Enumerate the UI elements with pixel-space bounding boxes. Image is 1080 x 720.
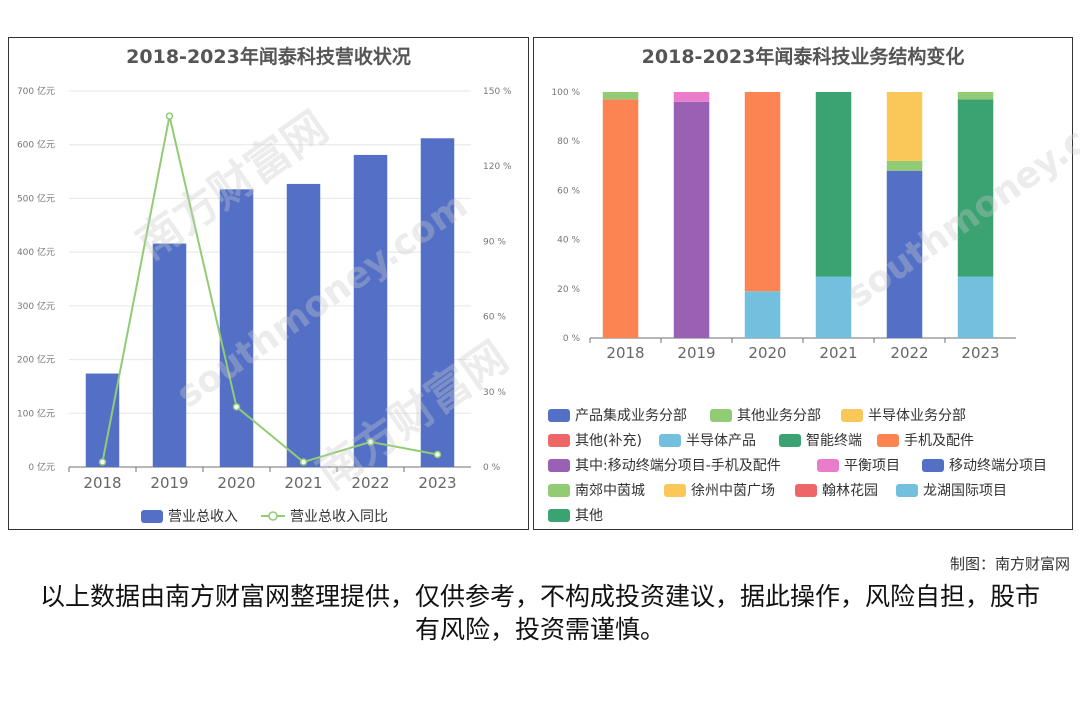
yoy-point: [167, 113, 173, 119]
revenue-bar: [354, 155, 388, 467]
footer-credit: 制图：南方财富网: [950, 553, 1070, 574]
y-left-tick-label: 200 亿元: [17, 354, 55, 366]
legend-label: 其他: [575, 508, 603, 524]
y-right-tick-label: 60 %: [483, 313, 506, 323]
y-right-tick-label: 150 %: [483, 87, 512, 97]
legend-label: 手机及配件: [904, 433, 974, 449]
revenue-bar: [86, 374, 120, 467]
y-left-tick-label: 300 亿元: [17, 300, 55, 312]
y-right-tick-label: 30 %: [483, 388, 506, 398]
legend-swatch-revenue: [141, 510, 163, 523]
legend-swatch: [922, 459, 944, 472]
y-left-tick-label: 400 亿元: [17, 246, 55, 258]
revenue-bar: [220, 189, 254, 467]
legend-swatch: [779, 434, 801, 447]
disclaimer-text: 以上数据由南方财富网整理提供，仅供参考，不构成投资建议，据此操作，风险自担，股市…: [40, 580, 1040, 646]
legend-swatch: [659, 434, 681, 447]
y-tick-label: 100 %: [551, 88, 580, 98]
stack-segment: [958, 277, 994, 339]
legend-swatch: [548, 409, 570, 422]
legend-label: 智能终端: [806, 433, 862, 449]
x-tick-label: 2022: [351, 474, 389, 492]
revenue-chart-panel: 2018-2023年闻泰科技营收状况 0 亿元 100 亿元 200 亿元 300 亿…: [8, 37, 529, 530]
y-tick-label: 40 %: [557, 236, 580, 246]
legend-label: 龙湖国际项目: [923, 483, 1007, 499]
y-left-tick-label: 600 亿元: [17, 139, 55, 151]
legend-swatch: [896, 484, 918, 497]
yoy-point: [100, 459, 106, 465]
stack-segment: [674, 102, 710, 338]
legend-label: 移动终端分项目: [949, 458, 1047, 474]
y-tick-label: 20 %: [557, 285, 580, 295]
y-tick-label: 0 %: [563, 334, 581, 344]
legend-swatch: [817, 459, 839, 472]
structure-chart-svg: 0 % 20 % 40 % 60 % 80 % 100 % 2018 2019 2020 2021…: [534, 38, 1073, 530]
x-tick-label: 2020: [217, 474, 255, 492]
x-tick-label: 2021: [284, 474, 322, 492]
legend-label: 翰林花园: [822, 483, 878, 499]
stack-segment: [745, 291, 781, 338]
legend-label: 产品集成业务分部: [575, 407, 687, 424]
y-right-tick-label: 90 %: [483, 237, 506, 247]
legend-swatch: [548, 434, 570, 447]
stack-segment: [958, 92, 994, 99]
revenue-bar: [287, 184, 321, 467]
structure-chart-panel: 2018-2023年闻泰科技业务结构变化 0 % 20 % 40 % 60 % 80 %…: [533, 37, 1073, 530]
x-tick-label: 2022: [890, 344, 928, 362]
x-tick-label: 2021: [819, 344, 857, 362]
y-left-tick-label: 0 亿元: [28, 461, 55, 473]
stack-segment: [887, 92, 923, 161]
yoy-point: [435, 451, 441, 457]
legend-swatch: [877, 434, 899, 447]
legend-label: 半导体业务分部: [868, 408, 966, 424]
stack-segment: [887, 171, 923, 338]
y-left-tick-label: 700 亿元: [17, 85, 55, 97]
legend-swatch: [841, 409, 863, 422]
stack-segment: [887, 161, 923, 171]
y-right-tick-label: 120 %: [483, 162, 512, 172]
legend-swatch: [548, 459, 570, 472]
revenue-chart-svg: 0 亿元 100 亿元 200 亿元 300 亿元 400 亿元 500 亿元 600 亿元…: [9, 38, 529, 530]
y-left-tick-label: 100 亿元: [17, 407, 55, 419]
revenue-bar: [153, 244, 187, 467]
legend-label: 半导体产品: [686, 433, 756, 449]
x-tick-label: 2023: [961, 344, 999, 362]
legend-label: 徐州中茵广场: [691, 483, 775, 499]
yoy-point: [368, 439, 374, 445]
revenue-bar: [421, 138, 455, 467]
legend-label: 其他(补充): [575, 433, 642, 449]
legend-label: 其中:移动终端分项目-手机及配件: [575, 458, 781, 474]
x-tick-label: 2019: [150, 474, 188, 492]
y-tick-label: 60 %: [557, 186, 580, 196]
x-tick-label: 2018: [83, 474, 121, 492]
stack-segment: [674, 92, 710, 102]
stack-segment: [603, 99, 639, 338]
legend-swatch: [548, 484, 570, 497]
x-tick-label: 2023: [418, 474, 456, 492]
legend-swatch: [664, 484, 686, 497]
stack-segment: [816, 92, 852, 277]
legend-swatch: [710, 409, 732, 422]
stack-segment: [603, 92, 639, 99]
legend-label-yoy: 营业总收入同比: [290, 509, 388, 525]
legend-label: 南郊中茵城: [575, 482, 645, 499]
yoy-point: [301, 459, 307, 465]
stack-segment: [816, 277, 852, 339]
x-tick-label: 2018: [606, 344, 644, 362]
legend-swatch: [795, 484, 817, 497]
legend-label-revenue: 营业总收入: [168, 509, 238, 525]
y-right-tick-label: 0 %: [483, 463, 501, 473]
yoy-point: [234, 404, 240, 410]
legend-swatch-yoy-point: [269, 512, 277, 520]
legend-label: 其他业务分部: [737, 408, 821, 424]
y-left-tick-label: 500 亿元: [17, 192, 55, 204]
y-tick-label: 80 %: [557, 137, 580, 147]
x-tick-label: 2020: [748, 344, 786, 362]
legend-label: 平衡项目: [844, 458, 900, 474]
stack-segment: [958, 99, 994, 276]
x-tick-label: 2019: [677, 344, 715, 362]
legend-swatch: [548, 509, 570, 522]
stack-segment: [745, 92, 781, 291]
